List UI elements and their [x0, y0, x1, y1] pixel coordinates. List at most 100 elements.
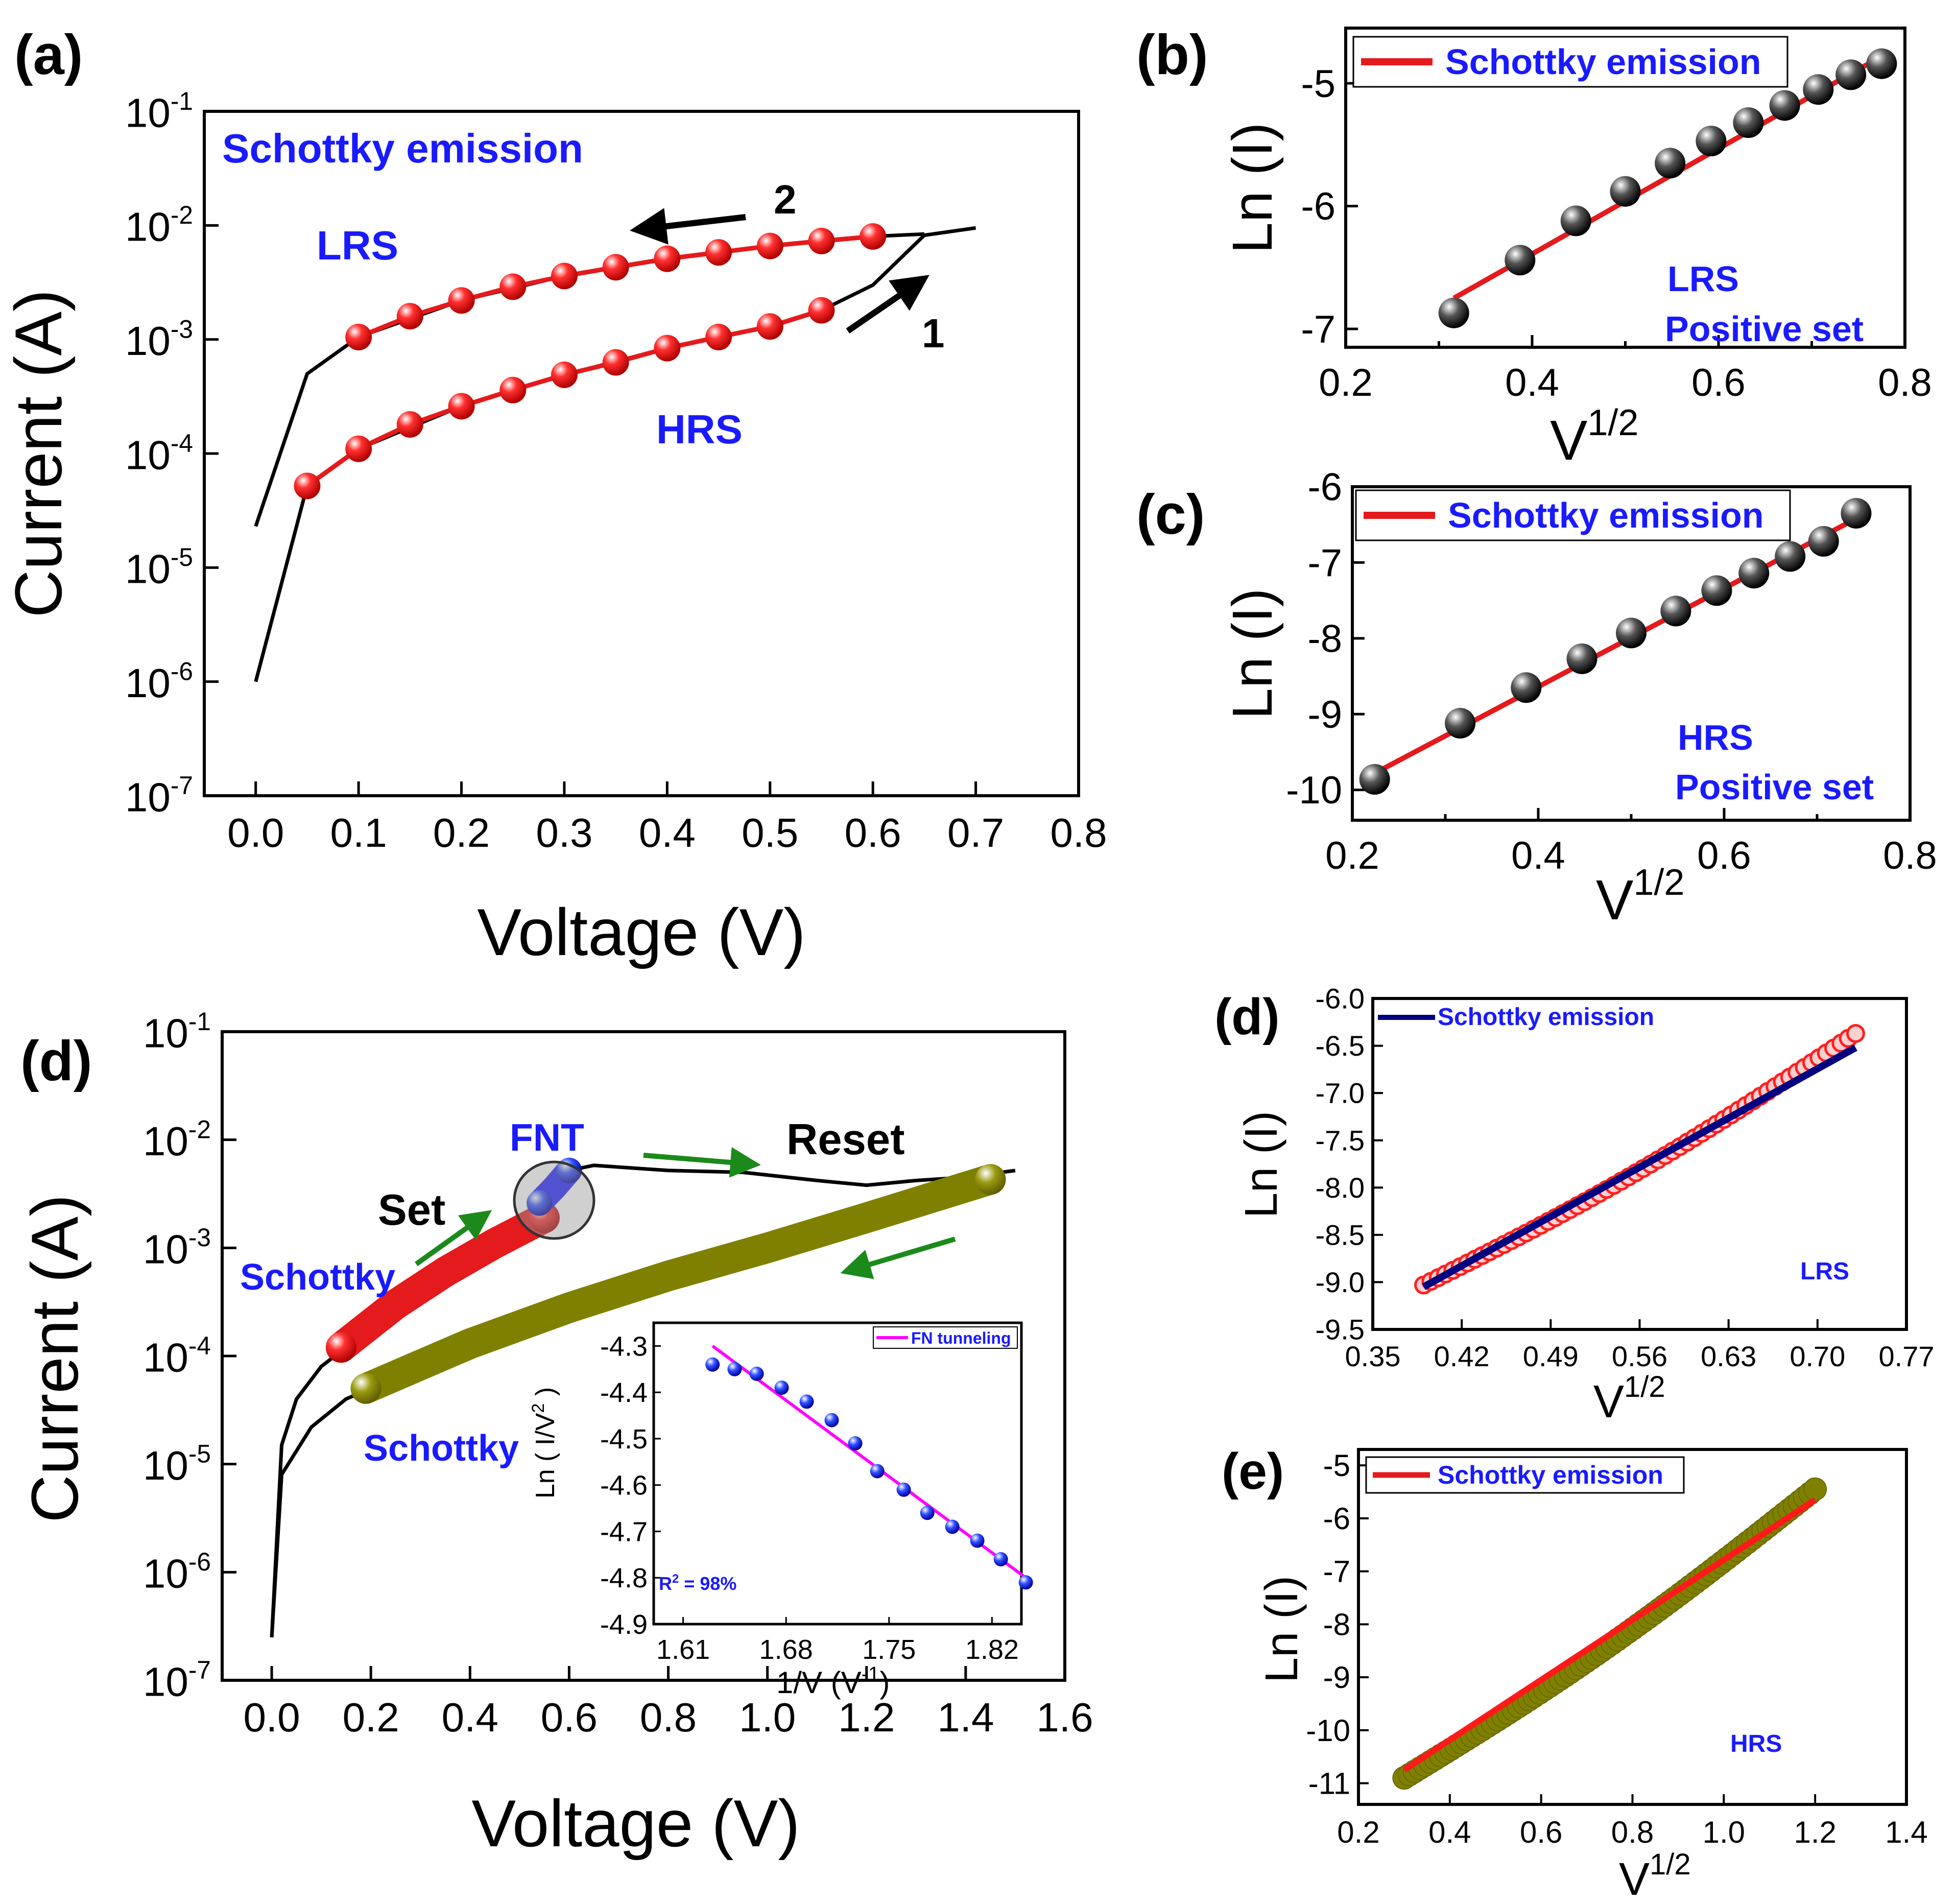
y-tick-label: -8.5: [1316, 1219, 1365, 1251]
panel-c-plot-frame: [1351, 485, 1912, 822]
y-tick-label: 10-1: [125, 87, 193, 136]
y-tick-label: -6.0: [1316, 983, 1365, 1015]
y-tick-label-exponent: -7: [171, 771, 193, 800]
data-point: [1505, 245, 1536, 276]
y-tick-label-exponent: -3: [188, 1223, 211, 1252]
x-tick-label: 0.8: [1878, 361, 1932, 404]
panel-b-label: (b): [1136, 23, 1208, 86]
y-tick-label: -5: [1323, 1448, 1350, 1483]
panel-d: (d) 0.0 0.2 0.4 0.6 0.8 1.0 1.2 1.4 1.610-110-21…: [17, 1007, 1093, 1861]
y-tick-label-base: 10: [125, 546, 171, 592]
x-tick-label: 0.63: [1701, 1340, 1756, 1372]
panel-d-inset: 1.61 1.68 1.75 1.82 -4.3 -4.4 -4.5 -4.6 -4.7 -4.8…: [529, 1321, 1033, 1700]
y-tick-label-base: 10: [125, 90, 171, 135]
x-tick-label: 1.2: [838, 1695, 895, 1740]
panel-c-x-axis-title: V1/2: [1596, 862, 1684, 932]
panel-e-x-axis-title: V1/2: [1619, 1848, 1691, 1904]
panel-d-plot-frame: [221, 1030, 1066, 1682]
panel-c-layer: 0.2 0.4 0.6 0.8 -6 -7 -8 -9 -10: [1286, 466, 1937, 877]
panel-d-right-label: (d): [1214, 988, 1280, 1045]
y-tick-label: 10-4: [125, 429, 193, 478]
y-tick-label: 10-5: [143, 1439, 211, 1488]
y-tick-label: -4.7: [600, 1516, 648, 1547]
data-point: [1803, 74, 1834, 105]
x-tick-label: 1.0: [1703, 1815, 1745, 1849]
panel-d-inset-y-axis-title-sup: 2: [529, 1403, 548, 1413]
y-tick-label: 10-2: [125, 201, 193, 250]
panel-d-inset-background: [652, 1321, 1023, 1626]
y-tick-label-base: 10: [143, 1551, 188, 1597]
y-tick-label: -11: [1308, 1767, 1350, 1801]
y-tick-label: 10-3: [125, 315, 193, 364]
panel-d-right-y-axis-title: Ln (I): [1236, 1111, 1287, 1218]
data-point: [727, 1362, 742, 1376]
data-point: [602, 349, 629, 376]
panel-a-y-axis-title: Current (A): [1, 290, 76, 618]
panel-d-arrow-reset: [643, 1147, 761, 1178]
x-tick-label: 1.2: [1794, 1815, 1836, 1849]
panel-d-inset-x-axis-title-close: ): [879, 1665, 890, 1700]
panel-d-inset-x-axis-title-main: 1/V (V: [776, 1665, 862, 1700]
data-point: [1846, 1024, 1865, 1043]
data-point: [749, 1366, 764, 1381]
panel-e-state-label: HRS: [1730, 1730, 1782, 1757]
schottky-band: [325, 1202, 560, 1363]
y-tick-label: -7: [1307, 541, 1342, 585]
y-tick-label: -7: [1323, 1555, 1350, 1589]
panel-b-layer: 0.2 0.4 0.6 0.8 -5 -6 -7: [1301, 48, 1932, 404]
panel-a-label: (a): [14, 23, 83, 86]
y-tick-label: -6: [1301, 185, 1335, 228]
x-tick-label: 0.6: [541, 1695, 598, 1740]
panel-c-annotation-state: HRS: [1678, 718, 1753, 757]
band-endpoint: [975, 1164, 1006, 1195]
y-tick-label: 10-4: [143, 1331, 211, 1381]
y-tick-label-exponent: -6: [171, 657, 193, 685]
data-point: [1438, 297, 1469, 328]
data-point: [396, 411, 423, 438]
x-tick-label: 0.8: [1611, 1815, 1654, 1849]
y-tick-label: -5: [1301, 62, 1335, 106]
data-point: [808, 297, 835, 324]
x-tick-label: 1.4: [1885, 1815, 1927, 1849]
data-point: [602, 254, 629, 281]
panel-d-fnt-highlight: [513, 1160, 595, 1240]
y-tick-label: 10-7: [143, 1656, 211, 1705]
data-point: [1660, 596, 1691, 627]
data-point: [705, 239, 732, 266]
data-point: [870, 1464, 885, 1479]
y-tick-label-base: 10: [143, 1010, 188, 1056]
x-tick-label: 0.7: [947, 810, 1004, 855]
y-tick-label: -4.5: [600, 1424, 648, 1455]
series-line: [254, 232, 925, 527]
panel-d-right-state-label: LRS: [1800, 1258, 1849, 1285]
data-point: [1738, 558, 1770, 589]
y-tick-label-base: 10: [125, 204, 171, 250]
panel-e-legend-label: Schottky emission: [1438, 1461, 1663, 1489]
y-tick-label: 10-1: [143, 1007, 211, 1056]
data-point: [1835, 59, 1867, 90]
band-endpoint: [325, 1332, 356, 1363]
panel-d-inset-y-axis-title-main: Ln ( I/V: [531, 1413, 560, 1498]
panel-a: (a) 0.0 0.1 0.2 0.3 0.4 0.5 0.6 0.7 0.810-110-21…: [1, 23, 1107, 969]
data-point: [1359, 764, 1390, 795]
data-point: [1560, 205, 1591, 236]
y-tick-label: -10: [1286, 769, 1342, 812]
data-point: [499, 376, 527, 403]
x-tick-label: 1.82: [965, 1634, 1019, 1665]
x-tick-label: 0.4: [1511, 834, 1565, 877]
data-point: [808, 227, 835, 254]
x-tick-label: 1.4: [937, 1695, 994, 1740]
data-point: [345, 435, 372, 462]
x-tick-label: 0.77: [1879, 1340, 1935, 1372]
panel-d-inset-legend-label: FN tunneling: [911, 1329, 1011, 1347]
y-tick-label-base: 10: [143, 1118, 188, 1164]
panel-a-arrow-1: [846, 275, 929, 334]
x-tick-label: 0.6: [845, 810, 901, 855]
data-point: [945, 1519, 960, 1534]
y-tick-label: -4.3: [600, 1331, 648, 1362]
panel-c-x-axis-title-sup: 1/2: [1633, 862, 1684, 903]
panel-d-arrow-set: [415, 1210, 492, 1267]
y-tick-label: -4.8: [600, 1563, 648, 1593]
x-tick-label: 1.0: [739, 1695, 796, 1740]
panel-d-inset-r2: R2 = 98%: [659, 1572, 736, 1594]
